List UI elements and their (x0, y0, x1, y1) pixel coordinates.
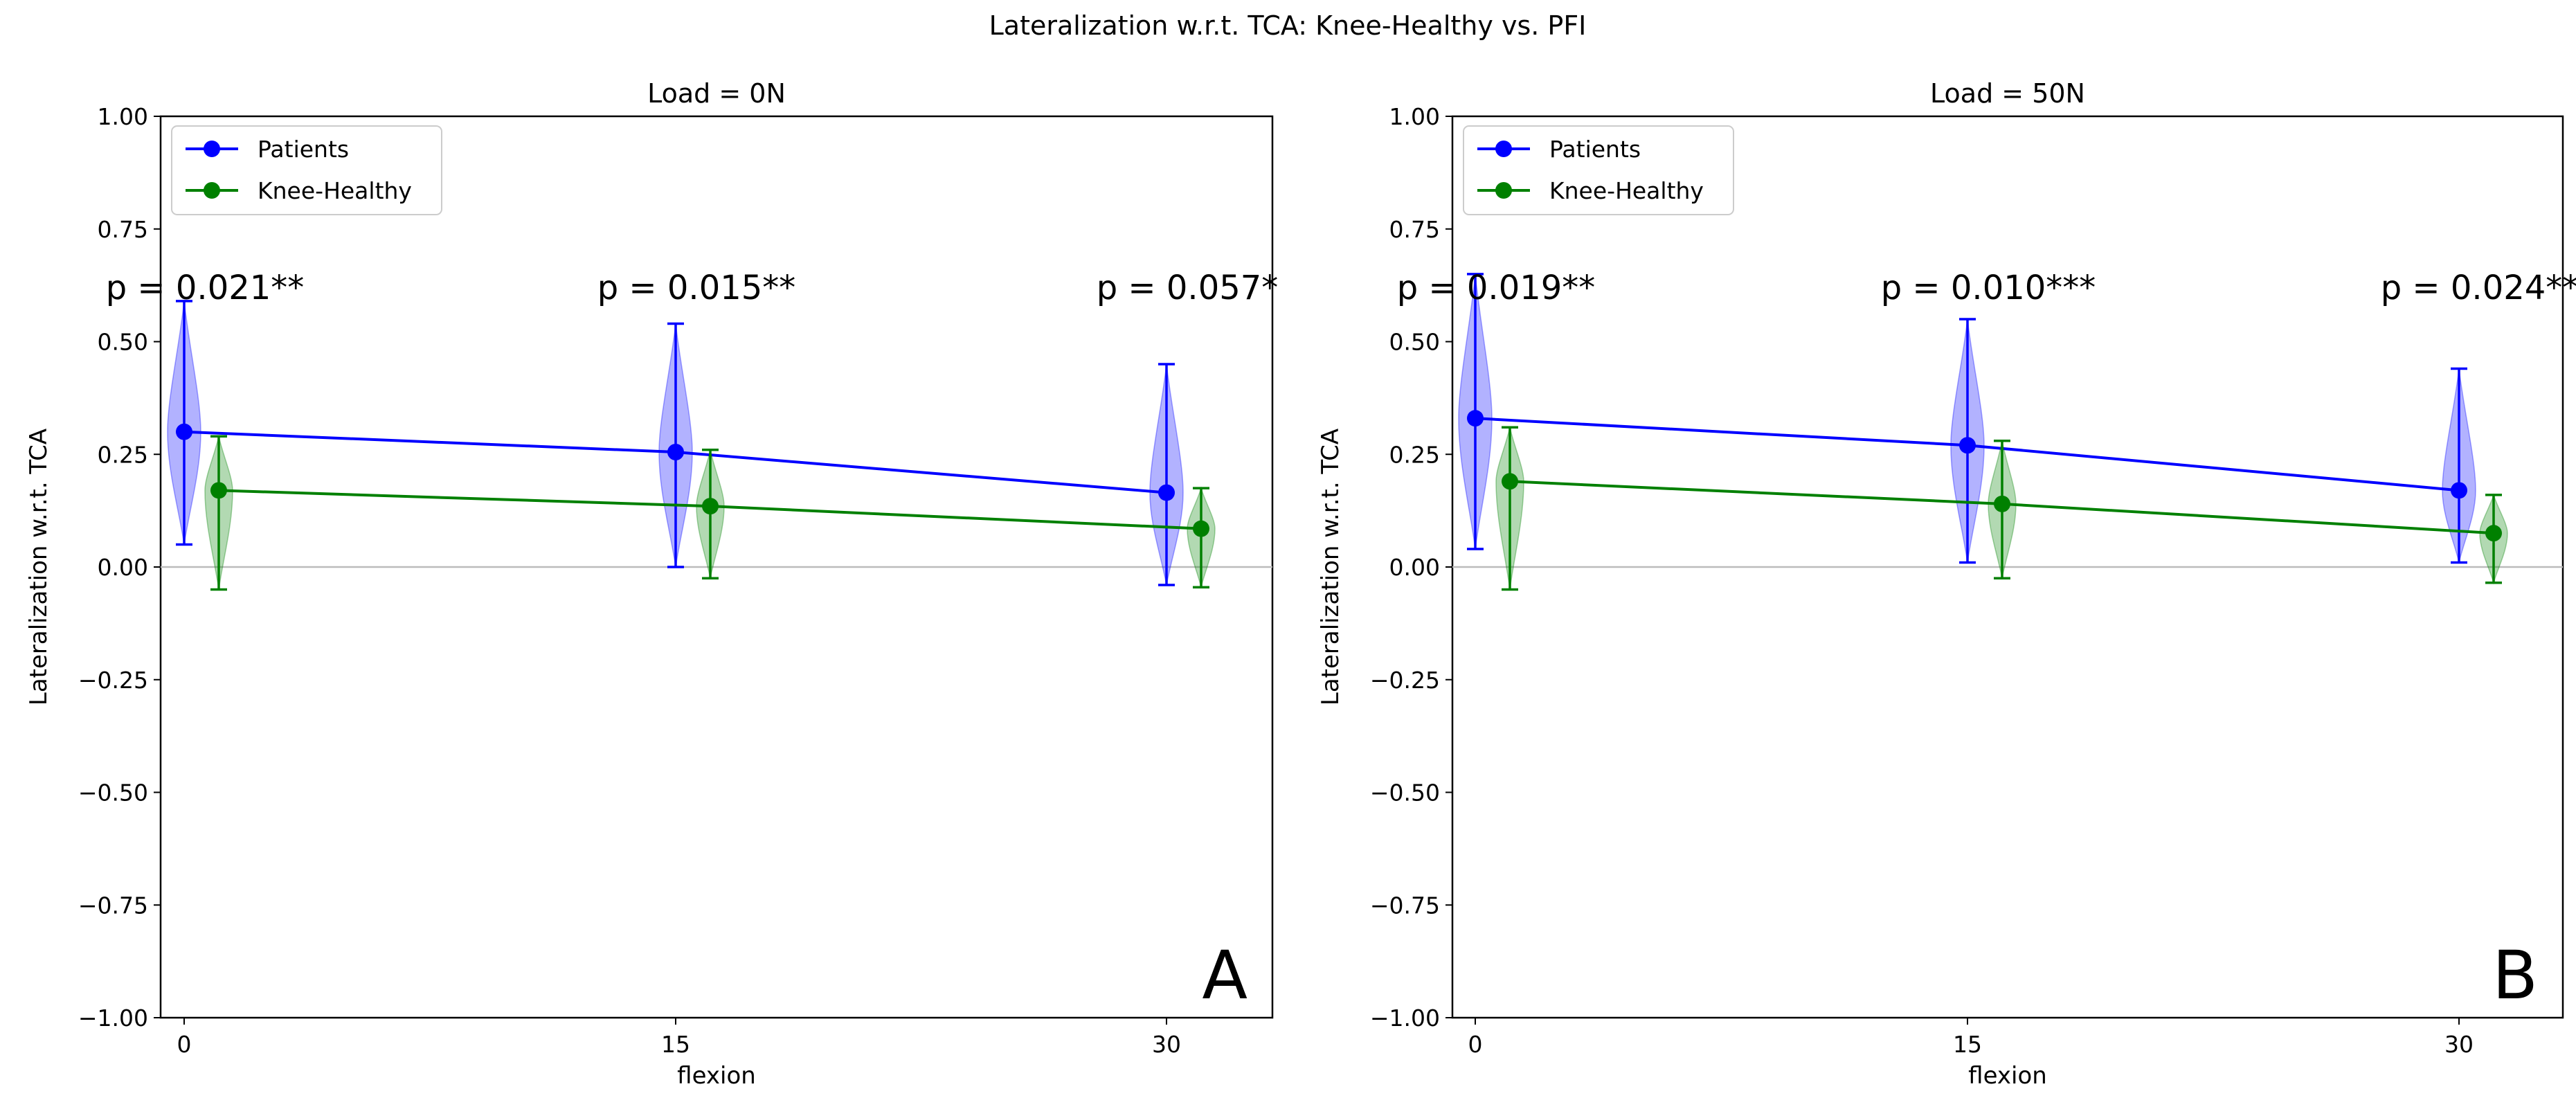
mean-marker (1994, 495, 2010, 512)
legend-marker (204, 182, 220, 199)
x-axis-label: flexion (1968, 1062, 2047, 1090)
y-tick-label: 1.00 (1389, 103, 1440, 130)
y-tick-label: −0.25 (1370, 667, 1440, 694)
y-tick-label: −0.50 (1370, 780, 1440, 807)
legend-label: Patients (258, 136, 349, 163)
y-tick-label: 0.25 (1389, 441, 1440, 468)
series-knee-healthy (204, 435, 1216, 591)
mean-marker (210, 482, 227, 499)
mean-marker (1959, 437, 1976, 454)
series-patients (1458, 273, 2476, 564)
panel-b: Load = 50N 1.00 0.75 0.50 0.25 0.00 −0.25 −0.50… (1317, 78, 2576, 1090)
x-tick-label: 30 (1152, 1031, 1181, 1058)
legend: Patients Knee-Healthy (1463, 125, 1734, 215)
legend-label: Knee-Healthy (1549, 177, 1704, 204)
panel-letter: A (1202, 937, 1248, 1014)
legend-marker (204, 141, 220, 157)
figure-suptitle: Lateralization w.r.t. TCA: Knee-Healthy … (989, 10, 1587, 41)
series-knee-healthy (1495, 426, 2508, 591)
legend-label: Knee-Healthy (258, 177, 412, 204)
x-axis-label: flexion (677, 1062, 756, 1090)
mean-marker (667, 443, 684, 460)
y-tick-label: −0.75 (1370, 892, 1440, 919)
legend-box (1463, 125, 1734, 215)
y-tick-label: −0.75 (78, 892, 148, 919)
p-value-label: p = 0.019** (1397, 269, 1596, 307)
mean-marker (176, 423, 192, 440)
p-value-label: p = 0.010*** (1881, 269, 2096, 307)
panel-title: Load = 50N (1930, 78, 2085, 109)
mean-marker (2485, 525, 2502, 542)
p-value-label: p = 0.057* (1097, 269, 1279, 307)
y-tick-label: −1.00 (78, 1005, 148, 1032)
y-tick-label: 0.00 (98, 554, 148, 581)
mean-marker (1158, 484, 1175, 501)
x-tick-label: 15 (1953, 1031, 1982, 1058)
x-tick-label: 30 (2444, 1031, 2474, 1058)
y-tick-label: −0.50 (78, 780, 148, 807)
mean-marker (1193, 520, 1209, 537)
y-tick-label: −1.00 (1370, 1005, 1440, 1032)
y-tick-label: 0.50 (1389, 329, 1440, 356)
y-tick-label: 0.00 (1389, 554, 1440, 581)
y-tick-label: 0.25 (98, 441, 148, 468)
mean-marker (702, 498, 719, 515)
y-tick-label: −0.25 (78, 667, 148, 694)
legend: Patients Knee-Healthy (171, 125, 442, 215)
y-tick-label: 0.75 (98, 216, 148, 243)
panel-title: Load = 0N (647, 78, 786, 109)
p-value-label: p = 0.024** (2381, 269, 2576, 307)
y-axis-label: Lateralization w.r.t. TCA (25, 429, 53, 705)
panel-letter: B (2492, 937, 2538, 1014)
y-tick-label: 0.50 (98, 329, 148, 356)
y-axis-label: Lateralization w.r.t. TCA (1317, 429, 1344, 705)
p-value-label: p = 0.021** (106, 269, 305, 307)
panel-a: Load = 0N 1.00 0.75 0.50 0.25 0.00 −0.25 −0.50 −… (25, 78, 1278, 1090)
x-tick-label: 0 (1468, 1031, 1483, 1058)
mean-marker (1502, 473, 1518, 490)
legend-marker (1495, 141, 1512, 157)
x-tick-label: 0 (177, 1031, 192, 1058)
y-tick-label: 0.75 (1389, 216, 1440, 243)
mean-marker (1467, 410, 1484, 427)
y-tick-label: 1.00 (98, 103, 148, 130)
legend-label: Patients (1549, 136, 1641, 163)
legend-marker (1495, 182, 1512, 199)
p-value-label: p = 0.015** (597, 269, 796, 307)
legend-box (171, 125, 442, 215)
x-tick-label: 15 (661, 1031, 690, 1058)
mean-marker (2451, 482, 2467, 499)
